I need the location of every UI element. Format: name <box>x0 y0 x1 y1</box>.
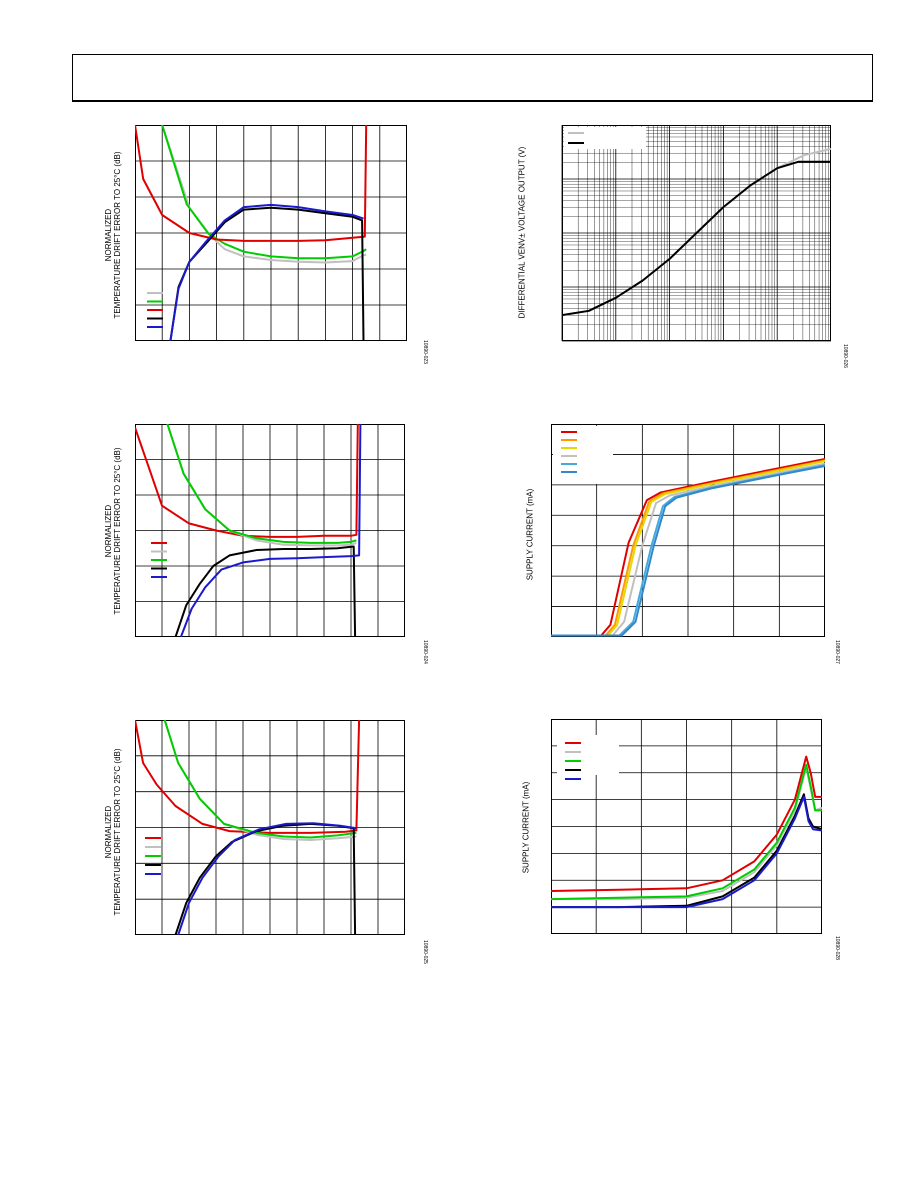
chart-differential-voltage <box>561 125 831 342</box>
plot-frame <box>551 719 822 934</box>
chart-1-ylabel: NORMALIZED TEMPERATURE DRIFT ERROR TO 25… <box>104 151 122 319</box>
series-line-2 <box>163 720 357 839</box>
series-group <box>551 458 825 637</box>
series-line-0 <box>135 424 359 538</box>
chart-1-figure-code: 10890-023 <box>422 340 428 364</box>
chart-4-figure-code: 10890-027 <box>834 640 840 664</box>
series-line-1 <box>161 125 367 260</box>
chart-6-figure-code: 10890-028 <box>834 936 840 960</box>
chart-supply-current-2 <box>551 719 822 934</box>
series-line-3 <box>174 545 357 637</box>
series-line-3 <box>169 206 365 341</box>
series-line-1 <box>163 720 357 841</box>
legend <box>564 127 646 149</box>
chart-6-ylabel: SUPPLY CURRENT (mA) <box>521 781 531 874</box>
chart-2-ylabel: DIFFERENTIAL VENV± VOLTAGE OUTPUT (V) <box>517 146 527 319</box>
series-line-0 <box>135 720 361 834</box>
legend <box>145 837 161 875</box>
legend-box <box>564 127 646 149</box>
chart-3-figure-code: 10890-024 <box>422 640 428 664</box>
series-line-0 <box>551 458 825 637</box>
series-line-2 <box>135 125 368 242</box>
legend <box>151 542 167 578</box>
series-group <box>135 424 362 637</box>
series-line-4 <box>179 424 362 637</box>
plot-frame <box>551 424 825 637</box>
plot-frame <box>135 424 405 637</box>
series-line-2 <box>551 460 825 637</box>
grid <box>561 125 831 342</box>
legend <box>553 426 613 484</box>
series-line-0 <box>551 755 822 892</box>
chart-2-figure-code: 10890-026 <box>842 344 848 368</box>
legend-box <box>557 735 619 775</box>
plot-frame <box>562 125 831 341</box>
legend <box>147 292 163 328</box>
series-line-2 <box>551 763 822 901</box>
series-group <box>562 147 831 317</box>
chart-5-figure-code: 10890-025 <box>422 940 428 964</box>
series-line-1 <box>562 160 831 317</box>
series-line-1 <box>166 424 357 547</box>
series-line-2 <box>166 424 357 544</box>
chart-5-ylabel: NORMALIZED TEMPERATURE DRIFT ERROR TO 25… <box>104 748 122 916</box>
chart-temp-drift-1 <box>135 125 407 341</box>
series-group <box>135 125 368 341</box>
series-line-4 <box>551 795 822 909</box>
series-group <box>135 720 361 935</box>
series-line-5 <box>551 465 825 637</box>
series-line-4 <box>169 203 364 341</box>
grid <box>135 720 405 935</box>
plot-frame <box>135 125 407 341</box>
chart-4-ylabel: SUPPLY CURRENT (mA) <box>525 488 535 581</box>
legend <box>557 735 619 780</box>
chart-3-ylabel: NORMALIZED TEMPERATURE DRIFT ERROR TO 25… <box>104 447 122 615</box>
series-line-3 <box>551 462 825 637</box>
chart-temp-drift-3 <box>135 720 405 935</box>
chart-temp-drift-2 <box>135 424 405 637</box>
page-header-box <box>72 54 873 102</box>
plot-frame <box>135 720 405 935</box>
series-group <box>551 755 822 909</box>
chart-supply-current-1 <box>551 424 825 637</box>
grid <box>135 424 405 637</box>
series-line-4 <box>177 822 357 935</box>
